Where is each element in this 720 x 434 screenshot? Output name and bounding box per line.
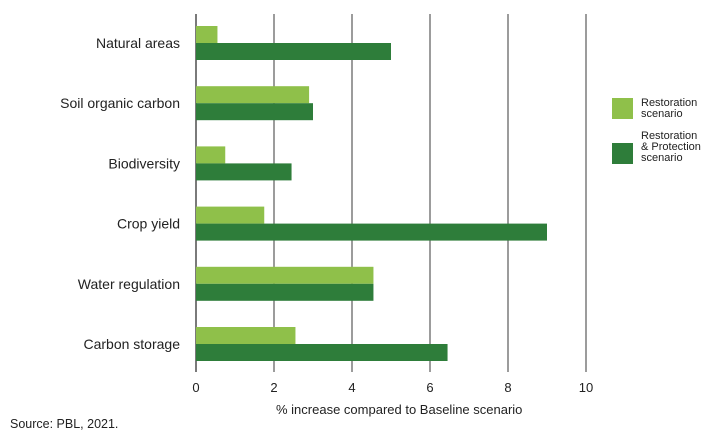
x-tick-label: 0 (192, 380, 199, 395)
category-label: Soil organic carbon (60, 95, 180, 111)
legend-label: scenario (641, 108, 683, 120)
bar-restoration (196, 86, 310, 104)
category-labels: Natural areas Soil organic carbon Biodiver… (60, 35, 180, 352)
x-tick-label: 8 (504, 380, 511, 395)
legend-swatch (612, 98, 633, 119)
category-label: Water regulation (78, 276, 180, 292)
legend-label: & Protection (641, 141, 701, 153)
legend-label: Restoration (641, 97, 697, 109)
bars (196, 26, 547, 361)
category-label: Biodiversity (108, 155, 180, 171)
source-note: Source: PBL, 2021. (10, 417, 118, 431)
bar-restoration (196, 266, 374, 284)
x-tick-labels: 0 2 4 6 8 10 (192, 380, 593, 395)
x-tick-label: 10 (579, 380, 593, 395)
bar-restoration (196, 26, 218, 43)
category-label: Crop yield (117, 216, 180, 232)
bar-restoration-protection (196, 344, 448, 361)
bar-restoration-protection (196, 283, 374, 301)
bar-restoration (196, 327, 296, 344)
x-axis-title: % increase compared to Baseline scenario (276, 402, 522, 417)
bar-restoration (196, 206, 265, 224)
bar-restoration-protection (196, 43, 391, 60)
legend-label: Restoration (641, 130, 697, 142)
x-tick-label: 4 (348, 380, 355, 395)
legend-swatch (612, 143, 633, 164)
bar-restoration-protection (196, 223, 547, 241)
bar-restoration-protection (196, 163, 292, 181)
legend-label: scenario (641, 152, 683, 164)
x-tick-label: 2 (270, 380, 277, 395)
gridlines (195, 14, 587, 372)
bar-restoration-protection (196, 103, 313, 121)
category-label: Natural areas (96, 35, 180, 51)
category-label: Carbon storage (83, 336, 180, 352)
x-tick-label: 6 (426, 380, 433, 395)
bar-restoration (196, 146, 226, 164)
